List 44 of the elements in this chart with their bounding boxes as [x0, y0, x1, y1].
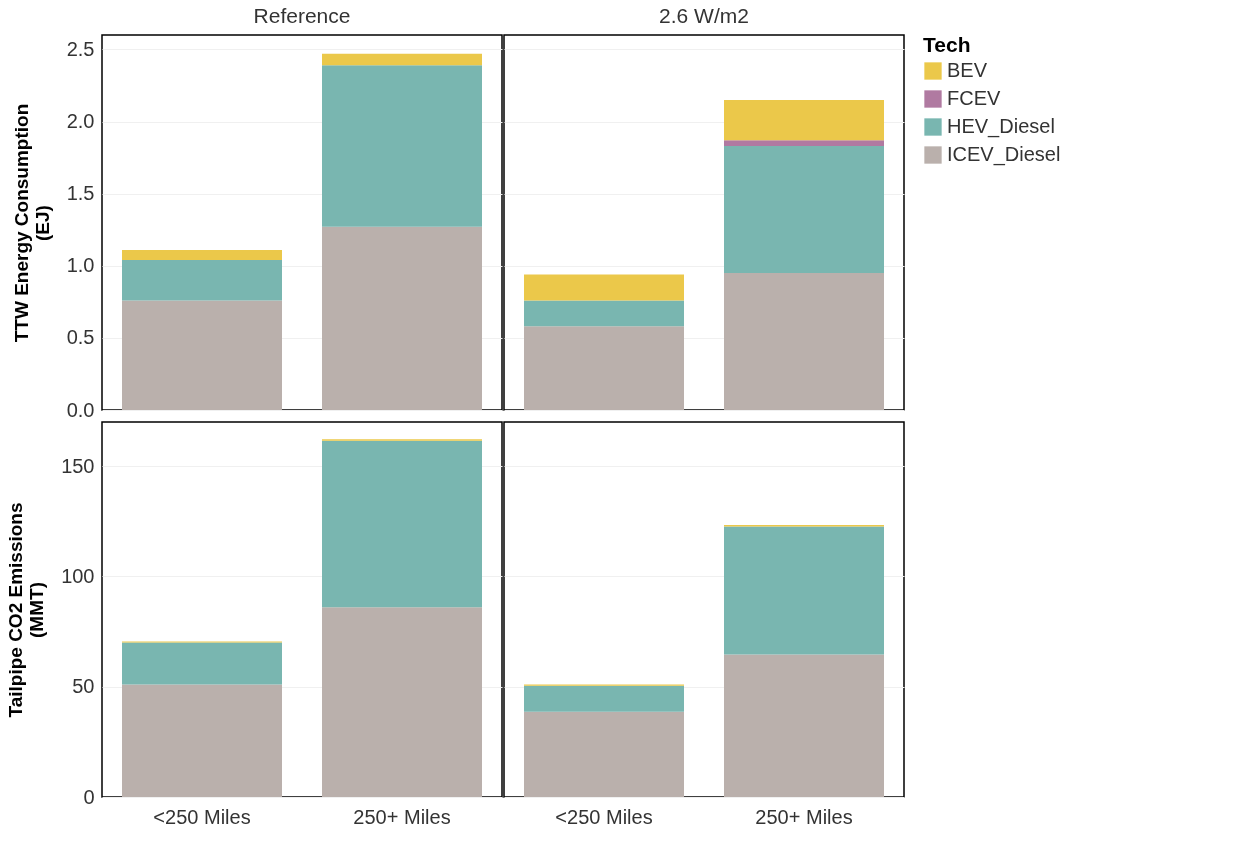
bar	[724, 272, 884, 410]
bar	[724, 654, 884, 797]
chart-title: 2.6 W/m2	[659, 4, 749, 27]
bar	[322, 607, 482, 797]
bar	[122, 684, 282, 797]
bar	[322, 440, 482, 608]
y-tick-label: 2.5	[66, 37, 95, 60]
y-tick-label: 1.0	[66, 254, 95, 277]
y-tick-label: 50	[72, 675, 95, 698]
y-axis-title: Tailpipe CO2 Emissions (MMT)	[5, 502, 48, 718]
bar	[322, 65, 482, 227]
bar	[524, 711, 684, 797]
bar	[524, 300, 684, 327]
y-axis-title: TTW Energy Consumption (EJ)	[10, 103, 53, 343]
y-tick-label: 0.0	[66, 398, 95, 421]
y-tick-label: 150	[61, 454, 95, 477]
x-tick-label: 250+ Miles	[353, 805, 451, 828]
bar	[724, 526, 884, 655]
bar	[122, 642, 282, 685]
bar	[322, 53, 482, 66]
bar	[724, 146, 884, 273]
y-tick-label: 1.5	[66, 182, 95, 205]
y-tick-label: 100	[61, 564, 95, 587]
x-tick-label: <250 Miles	[153, 805, 251, 828]
legend-label: HEV_Diesel	[947, 115, 1055, 138]
bar	[122, 249, 282, 260]
legend-label: BEV	[947, 59, 988, 81]
bar	[524, 326, 684, 410]
x-tick-label: <250 Miles	[555, 805, 653, 828]
bar	[122, 300, 282, 410]
bar	[524, 685, 684, 712]
bar	[724, 99, 884, 141]
bar	[322, 226, 482, 410]
y-tick-label: 2.0	[66, 110, 95, 133]
bar	[524, 274, 684, 301]
legend-title: Tech	[923, 33, 971, 56]
chart-title: Reference	[253, 4, 351, 27]
x-tick-label: 250+ Miles	[755, 805, 853, 828]
legend-label: FCEV	[947, 87, 1001, 109]
bar	[724, 140, 884, 147]
legend-label: ICEV_Diesel	[947, 143, 1061, 166]
bar	[122, 260, 282, 301]
y-tick-label: 0.5	[66, 326, 95, 349]
y-tick-label: 0	[83, 785, 95, 808]
